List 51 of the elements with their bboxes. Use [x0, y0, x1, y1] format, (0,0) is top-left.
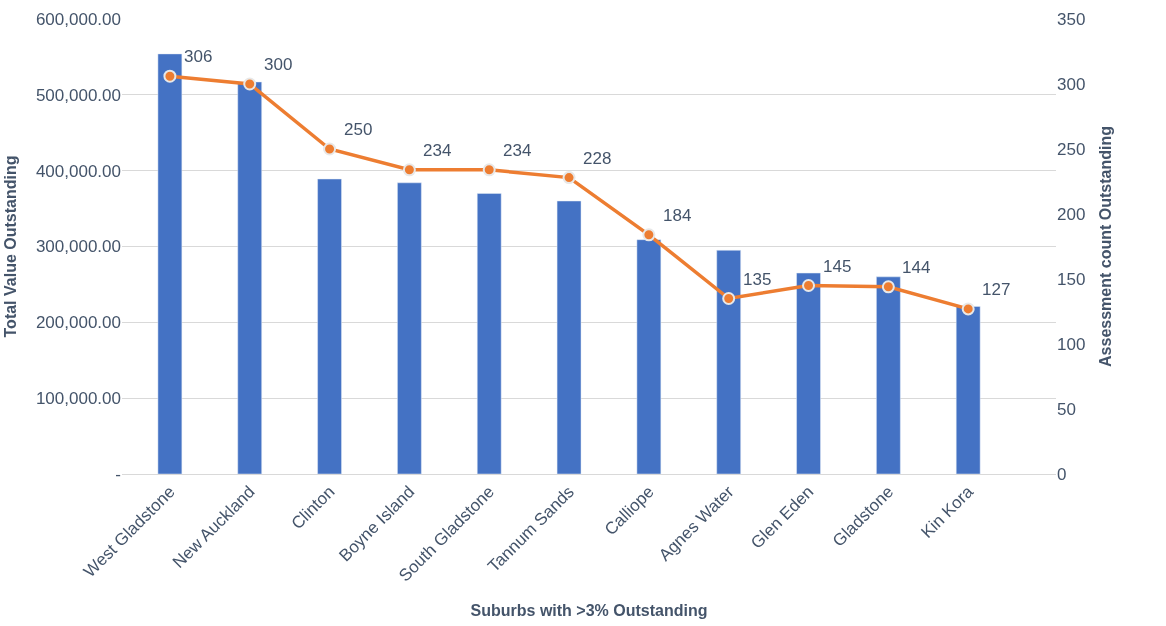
bar — [876, 276, 901, 474]
point — [642, 228, 656, 242]
bar — [556, 200, 582, 474]
y2-tick-label: 350 — [1057, 9, 1086, 29]
point — [802, 279, 816, 292]
data-label: 184 — [663, 206, 692, 225]
y-tick-label: 200,000.00 — [35, 313, 121, 333]
point — [881, 280, 895, 294]
data-label: 144 — [902, 258, 931, 277]
bar — [157, 53, 183, 474]
point — [163, 69, 177, 83]
bar — [317, 178, 342, 474]
data-label: 135 — [743, 270, 772, 289]
data-label: 234 — [503, 141, 532, 160]
data-label: 306 — [184, 47, 213, 66]
bar — [476, 193, 502, 474]
y2-tick-label: 0 — [1057, 464, 1067, 484]
y2-tick-label: 200 — [1057, 204, 1086, 224]
data-label: 300 — [264, 55, 293, 74]
bar — [397, 182, 422, 474]
y-tick-label: 300,000.00 — [35, 237, 121, 257]
bar — [237, 81, 262, 474]
point — [562, 171, 576, 185]
point — [323, 142, 337, 156]
y2-tick-label: 50 — [1057, 399, 1076, 419]
y-tick-label: 400,000.00 — [35, 161, 121, 181]
x-axis-title: Suburbs with >3% Outstanding — [470, 602, 708, 619]
point — [722, 292, 736, 305]
data-label: 127 — [982, 280, 1011, 299]
y2-tick-label: 300 — [1057, 74, 1086, 94]
data-label: 228 — [583, 149, 612, 168]
y2-tick-label: 100 — [1057, 334, 1086, 354]
bar — [716, 250, 741, 474]
bar — [636, 239, 662, 474]
point — [961, 302, 975, 316]
point — [402, 163, 416, 177]
data-label: 145 — [823, 257, 852, 276]
data-label: 234 — [423, 141, 452, 160]
point — [243, 77, 257, 91]
y-tick-label: 100,000.00 — [35, 389, 121, 409]
point — [482, 163, 496, 177]
y2-tick-label: 150 — [1057, 269, 1086, 289]
bar — [955, 306, 981, 474]
y-tick-label: 500,000.00 — [35, 85, 121, 105]
bar — [796, 272, 821, 474]
data-label: 250 — [344, 120, 373, 139]
y2-tick-label: 250 — [1057, 139, 1086, 159]
y-axis-title: Total Value Outstanding — [1, 155, 19, 338]
y2-axis-title: Assessment count Outstanding — [1097, 126, 1115, 367]
y-tick-label: 600,000.00 — [35, 9, 121, 29]
y-tick-label: - — [115, 464, 121, 484]
